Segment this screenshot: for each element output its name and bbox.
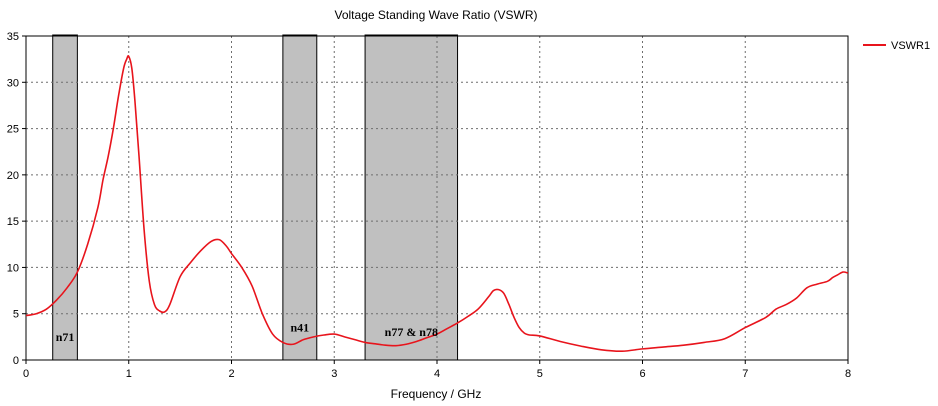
band-label-2: n77 & n78	[385, 325, 438, 339]
y-tick-label-6: 30	[7, 77, 19, 89]
x-tick-label-3: 3	[331, 368, 337, 380]
y-tick-label-3: 15	[7, 216, 19, 228]
legend: VSWR1	[863, 40, 930, 52]
x-tick-label-4: 4	[434, 368, 440, 380]
band-1	[282, 34, 318, 361]
x-tick-label-8: 8	[845, 368, 851, 380]
x-tick-label-1: 1	[126, 368, 132, 380]
x-tick-label-0: 0	[23, 368, 29, 380]
y-tick-label-5: 25	[7, 124, 19, 136]
y-tick-label-1: 5	[13, 309, 19, 321]
x-tick-label-2: 2	[228, 368, 234, 380]
x-tick-label-5: 5	[537, 368, 543, 380]
y-tick-label-4: 20	[7, 170, 19, 182]
x-tick-label-7: 7	[742, 368, 748, 380]
grid-lines	[26, 36, 848, 360]
legend-label-vswr1: VSWR1	[891, 40, 930, 52]
band-labels: n71 n41 n77 & n78	[56, 321, 438, 344]
band-label-0: n71	[56, 330, 75, 344]
band-0	[52, 34, 78, 361]
axis-ticks: 0 1 2 3 4 5 6 7 8 0 5 10 15 20 25 30 35	[7, 31, 851, 380]
y-tick-label-7: 35	[7, 31, 19, 43]
band-2	[364, 34, 459, 361]
x-axis-label: Frequency / GHz	[391, 387, 482, 401]
y-tick-label-2: 10	[7, 262, 19, 274]
band-label-1: n41	[290, 321, 309, 335]
chart-title: Voltage Standing Wave Ratio (VSWR)	[335, 8, 538, 22]
frequency-bands	[52, 34, 459, 361]
y-tick-label-0: 0	[13, 355, 19, 367]
series-lines	[25, 55, 849, 353]
series-line-0	[25, 55, 849, 353]
x-tick-label-6: 6	[639, 368, 645, 380]
